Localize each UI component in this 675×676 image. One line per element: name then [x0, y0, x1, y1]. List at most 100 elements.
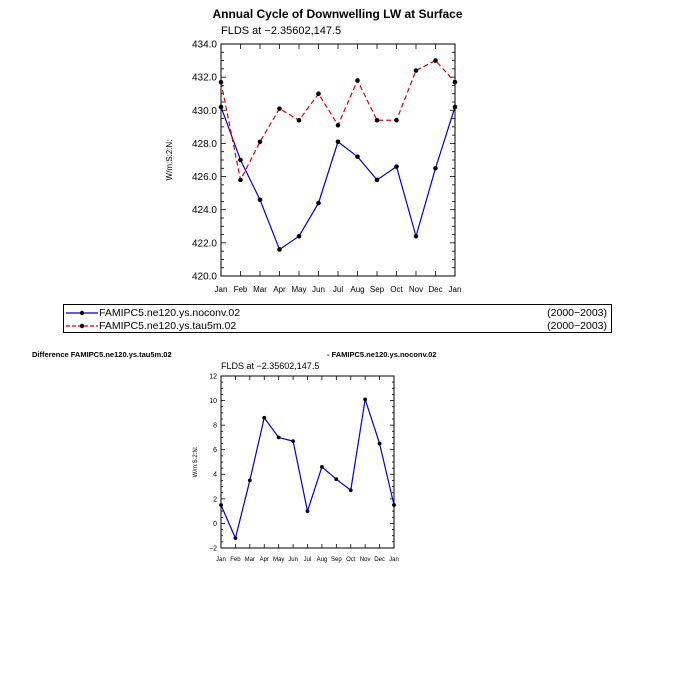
data-point-0	[316, 200, 321, 206]
legend-line-noconv	[66, 310, 98, 316]
data-point-1	[413, 68, 419, 73]
y-tick-label: 428.0	[192, 139, 217, 150]
data-point-1	[296, 117, 302, 123]
x-tick-label: Oct	[390, 285, 403, 294]
y-tick-label: 422.0	[192, 238, 217, 249]
data-point-1	[355, 78, 360, 83]
x-tick-label: Apr	[260, 557, 269, 563]
x-tick-label: Jan	[389, 557, 399, 563]
y-tick-label: 420.0	[192, 272, 217, 283]
legend: FAMIPC5.ne120.ys.noconv.02 (2000−2003) F…	[63, 304, 612, 333]
x-tick-label: Oct	[346, 557, 356, 563]
data-point-1	[218, 79, 224, 85]
y-axis-label: W/m:S:2:N:	[165, 140, 174, 181]
y-tick-label: −2	[209, 545, 217, 552]
data-point-0	[257, 197, 263, 203]
data-point-0	[433, 165, 438, 171]
data-point-0	[218, 104, 224, 110]
data-point-0	[374, 177, 380, 183]
data-point-0	[233, 536, 238, 541]
y-tick-label: 8	[213, 423, 217, 430]
x-tick-label: Jan	[449, 285, 462, 294]
data-point-0	[291, 439, 295, 444]
y-tick-label: 424.0	[192, 205, 217, 216]
data-point-0	[262, 415, 267, 420]
y-tick-label: 12	[209, 373, 217, 380]
y-tick-label: 430.0	[192, 106, 217, 117]
legend-line-tau5m	[66, 323, 98, 329]
y-axis-label: W/m:S:2:N:	[193, 446, 199, 477]
x-tick-label: Feb	[234, 285, 248, 294]
x-tick-label: Aug	[350, 285, 364, 294]
x-tick-label: Mar	[253, 285, 267, 294]
x-tick-label: Dec	[374, 557, 385, 563]
x-tick-label: Feb	[230, 557, 241, 563]
data-point-0	[334, 477, 339, 482]
data-point-1	[257, 139, 263, 145]
y-tick-label: 0	[213, 521, 217, 528]
data-point-1	[394, 117, 399, 123]
data-point-0	[238, 157, 243, 163]
x-tick-label: Sep	[331, 557, 342, 563]
x-tick-label: Jul	[333, 285, 343, 294]
data-point-0	[335, 139, 341, 145]
x-tick-label: Jul	[304, 557, 312, 563]
data-point-1	[374, 117, 380, 123]
top-chart-title: Annual Cycle of Downwelling LW at Surfac…	[212, 7, 463, 21]
legend-label-tau5m: FAMIPC5.ne120.ys.tau5m.02	[99, 320, 237, 332]
data-point-1	[316, 91, 321, 97]
x-tick-label: May	[291, 285, 306, 294]
data-point-0	[296, 233, 302, 239]
data-point-0	[363, 397, 368, 402]
x-tick-label: Nov	[360, 557, 371, 563]
x-tick-label: Jun	[312, 285, 325, 294]
data-point-0	[320, 465, 324, 469]
legend-entry-tau5m: FAMIPC5.ne120.ys.tau5m.02 (2000−2003)	[64, 320, 611, 333]
top-chart: 420.0 422.0 424.0 426.0 428.0 430.0 432.0 434.0…	[165, 40, 462, 295]
plot-frame	[220, 375, 395, 549]
legend-entry-noconv: FAMIPC5.ne120.ys.noconv.02 (2000−2003)	[64, 307, 611, 320]
data-point-0	[413, 233, 419, 239]
legend-label-noconv: FAMIPC5.ne120.ys.noconv.02	[99, 307, 241, 319]
data-point-1	[335, 122, 341, 128]
bottom-chart-subtitle: FLDS at −2.35602,147.5	[221, 361, 320, 371]
data-point-0	[355, 154, 360, 159]
y-tick-label: 432.0	[192, 73, 217, 84]
data-point-0	[377, 441, 382, 446]
data-point-0	[277, 247, 282, 252]
data-point-1	[238, 177, 243, 183]
x-tick-label: Jun	[288, 557, 298, 563]
x-tick-label: Mar	[245, 557, 255, 563]
x-tick-label: Jan	[215, 285, 228, 294]
series-line-0	[220, 399, 395, 541]
y-tick-label: 426.0	[192, 172, 217, 183]
x-tick-label: Jan	[216, 557, 226, 563]
data-point-0	[394, 164, 399, 169]
legend-years-tau5m: (2000−2003)	[547, 320, 607, 332]
data-point-0	[392, 503, 396, 507]
difference-title-left: Difference FAMIPC5.ne120.ys.tau5m.02	[32, 350, 172, 359]
legend-years-noconv: (2000−2003)	[547, 307, 607, 319]
x-tick-label: Dec	[428, 285, 442, 294]
y-tick-label: 4	[213, 472, 217, 479]
data-point-0	[247, 478, 252, 483]
data-point-0	[305, 509, 310, 514]
x-tick-label: May	[273, 557, 284, 563]
x-tick-label: Nov	[409, 285, 423, 294]
x-tick-label: Apr	[273, 285, 286, 294]
data-point-0	[348, 488, 353, 493]
x-tick-label: Aug	[317, 557, 328, 563]
x-tick-label: Sep	[370, 285, 385, 294]
data-point-0	[219, 503, 223, 507]
data-point-0	[452, 104, 458, 110]
data-point-1	[277, 106, 282, 111]
data-point-1	[433, 58, 438, 63]
y-tick-label: 6	[213, 447, 217, 454]
data-point-0	[276, 435, 281, 440]
difference-title-right: - FAMIPC5.ne120.ys.noconv.02	[327, 350, 437, 359]
y-tick-label: 10	[209, 398, 217, 405]
top-chart-subtitle: FLDS at −2.35602,147.5	[221, 25, 342, 37]
y-tick-label: 434.0	[192, 40, 217, 51]
y-tick-label: 2	[213, 496, 217, 503]
